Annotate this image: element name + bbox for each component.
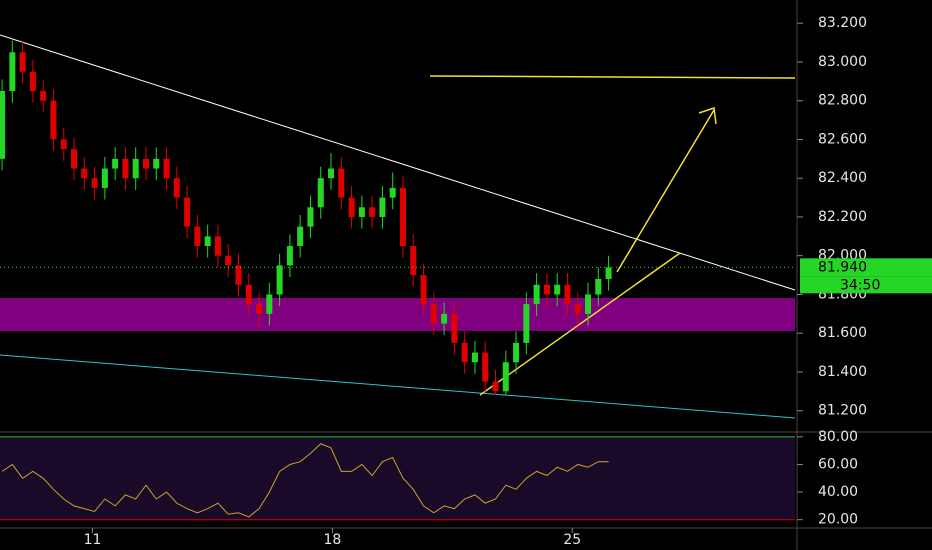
candle-body: [492, 381, 499, 392]
candle-body: [482, 352, 489, 382]
candle-body: [122, 158, 129, 179]
candle-body: [60, 139, 67, 150]
candle-body: [286, 246, 293, 266]
y-tick-label: 81.400: [818, 364, 867, 380]
candle-body: [112, 158, 119, 169]
x-tick-label: 11: [84, 532, 102, 548]
candle-body: [389, 187, 396, 198]
candle-body: [543, 284, 550, 295]
x-tick-label: 18: [323, 532, 341, 548]
candle-body: [163, 158, 170, 179]
lower-trendline: [0, 354, 796, 419]
candle-body: [358, 207, 365, 217]
rsi-tick-label: 60.00: [818, 456, 858, 472]
candle-body: [523, 304, 530, 343]
candle-body: [194, 226, 201, 247]
candle-body: [338, 168, 345, 198]
y-tick-label: 81.200: [818, 403, 867, 419]
candle-body: [451, 313, 458, 343]
candle-body: [29, 71, 36, 92]
candle-body: [256, 304, 263, 314]
countdown-tag: [800, 276, 932, 294]
candle-body: [441, 313, 448, 324]
target-line: [429, 75, 796, 79]
candle-body: [101, 168, 108, 188]
candle-body: [173, 178, 180, 198]
y-tick-label: 83.200: [818, 15, 867, 31]
candle-body: [348, 197, 355, 217]
candle-body: [461, 342, 468, 363]
candle-body: [605, 267, 612, 279]
candle-body: [379, 197, 386, 217]
candle-body: [574, 304, 581, 314]
candle-body: [81, 168, 88, 179]
candle-body: [369, 207, 376, 217]
candle-body: [19, 52, 26, 72]
last-price-label: 81.940: [818, 259, 867, 275]
rsi-tick-label: 80.00: [818, 429, 858, 445]
resistance-trendline: [0, 34, 796, 291]
candle-body: [297, 226, 304, 247]
support-trendline: [479, 252, 681, 396]
candle-body: [430, 304, 437, 324]
x-tick-label: 25: [563, 532, 581, 548]
candle-body: [276, 265, 283, 295]
last-price-tag: [800, 258, 932, 277]
projection-arrow: [616, 109, 715, 273]
candle-body: [420, 275, 427, 305]
candle-body: [307, 207, 314, 227]
candle-body: [564, 284, 571, 305]
countdown-label: 34:50: [840, 277, 880, 293]
rsi-tick-label: 20.00: [818, 512, 858, 528]
y-tick-label: 82.600: [818, 131, 867, 147]
candle-body: [9, 52, 16, 92]
candle-body: [554, 284, 561, 295]
candle-body: [502, 362, 509, 392]
candle-body: [91, 178, 98, 188]
arrow-head: [698, 106, 717, 125]
candle-body: [266, 294, 273, 314]
candle-body: [153, 158, 160, 169]
rsi-tick-label: 40.00: [818, 484, 858, 500]
candle-body: [235, 265, 242, 285]
candle-body: [399, 187, 406, 247]
y-tick-label: 82.800: [818, 93, 867, 109]
candle-body: [142, 158, 149, 169]
candle-body: [132, 158, 139, 179]
candle-body: [410, 246, 417, 276]
candle-body: [513, 342, 520, 363]
rsi-line: [1, 443, 609, 518]
candle-body: [317, 178, 324, 208]
candle-body: [0, 91, 6, 159]
y-tick-label: 82.200: [818, 209, 867, 225]
candle-body: [328, 168, 335, 179]
y-tick-label: 83.000: [818, 54, 867, 70]
candle-body: [204, 236, 211, 247]
y-tick-label: 82.400: [818, 170, 867, 186]
candle-body: [184, 197, 191, 227]
candle-body: [533, 284, 540, 305]
candle-body: [245, 284, 252, 305]
candle-body: [71, 149, 78, 169]
candle-body: [595, 278, 602, 295]
rsi-band: [0, 436, 795, 520]
candle-body: [214, 236, 221, 256]
candle-body: [585, 294, 592, 314]
candle-body: [471, 352, 478, 363]
y-tick-label: 81.600: [818, 325, 867, 341]
support-zone: [0, 298, 795, 331]
candle-body: [40, 91, 47, 101]
candle-body: [50, 100, 57, 140]
candle-body: [225, 255, 232, 266]
